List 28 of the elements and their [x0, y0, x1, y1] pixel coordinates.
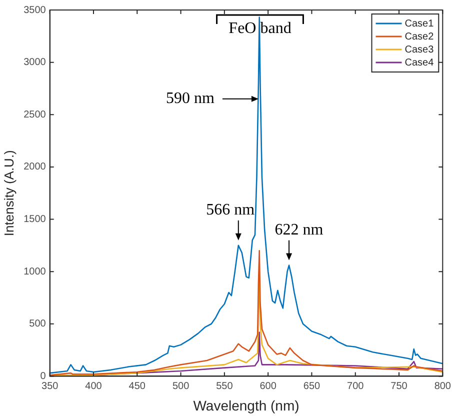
y-tick-label: 2500 — [24, 109, 46, 120]
x-axis-title: Wavelength (nm) — [193, 397, 300, 414]
legend-label: Case2 — [404, 31, 434, 42]
y-tick-label: 1000 — [24, 266, 46, 278]
x-tick-label: 600 — [260, 380, 277, 392]
x-tick-label: 750 — [390, 380, 408, 392]
annotation: 566 nm — [206, 202, 256, 219]
x-tick-label: 450 — [128, 380, 146, 392]
annotation: FeO band — [228, 20, 292, 38]
y-tick-label: 3000 — [24, 57, 46, 68]
annotation: 622 nm — [274, 221, 324, 238]
x-tick-label: 350 — [42, 380, 59, 392]
x-tick-label: 500 — [172, 380, 190, 392]
legend-label: Case1 — [404, 18, 434, 30]
y-tick-label: 0 — [40, 370, 46, 382]
legend-label: Case4 — [404, 57, 434, 68]
y-tick-label: 500 — [29, 318, 46, 330]
y-axis-title: Intensity (A.U.) — [1, 150, 16, 236]
y-tick-label: 3500 — [24, 4, 46, 16]
x-tick-label: 800 — [434, 380, 452, 392]
x-tick-label: 550 — [216, 380, 234, 392]
x-tick-label: 650 — [303, 380, 320, 392]
annotation: 590 nm — [166, 90, 216, 108]
x-tick-label: 700 — [347, 380, 364, 392]
y-tick-label: 2000 — [24, 162, 46, 173]
x-tick-label: 400 — [85, 380, 102, 392]
legend-label: Case3 — [404, 44, 434, 56]
y-tick-label: 1500 — [24, 214, 46, 226]
